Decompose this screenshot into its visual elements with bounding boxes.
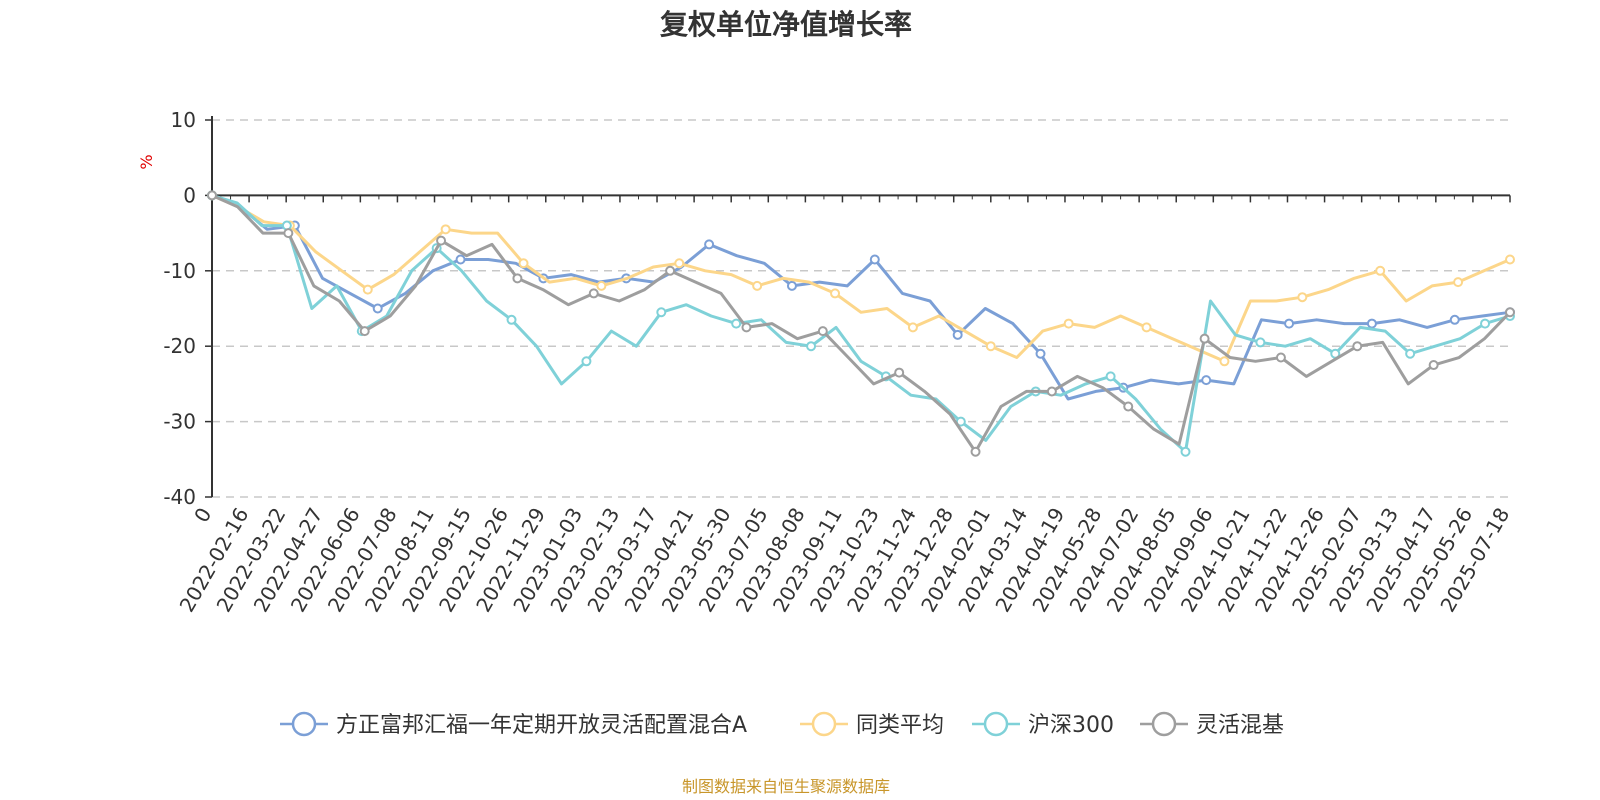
y-tick-labels: 10 0 -10 -20 -30 -40: [163, 108, 196, 509]
data-point: [731, 318, 742, 329]
data-point: [440, 224, 451, 235]
data-point: [806, 341, 817, 352]
legend-label: 同类平均: [856, 713, 944, 738]
series-line: [211, 194, 1512, 454]
data-point: [1505, 307, 1515, 318]
data-point: [985, 341, 996, 352]
data-point: [1105, 371, 1116, 382]
data-point: [1275, 352, 1286, 363]
series-2: [207, 190, 1515, 367]
y-tick-label: 10: [171, 108, 196, 132]
data-point: [894, 367, 905, 378]
data-point: [1046, 386, 1057, 397]
data-point: [1141, 322, 1152, 333]
data-point: [704, 239, 715, 250]
data-point: [283, 228, 294, 239]
data-point: [869, 254, 880, 265]
data-point: [1180, 446, 1191, 457]
data-point: [1123, 401, 1134, 412]
data-point: [665, 265, 676, 276]
data-point: [1297, 292, 1308, 303]
data-point: [1453, 277, 1464, 288]
data-point: [359, 326, 370, 337]
data-point: [1428, 360, 1439, 371]
legend: 方正富邦汇福一年定期开放灵活配置混合A 同类平均 沪深300 灵活混基: [280, 711, 1284, 738]
data-point: [1480, 318, 1491, 329]
data-point: [518, 258, 529, 269]
legend-item-2: 同类平均: [800, 711, 944, 738]
legend-item-3: 沪深300: [972, 711, 1114, 738]
data-point: [362, 284, 373, 295]
data-point: [1255, 337, 1266, 348]
legend-item-1: 方正富邦汇福一年定期开放灵活配置混合A: [280, 711, 747, 738]
data-point: [455, 254, 466, 265]
legend-circle-icon: [291, 711, 317, 737]
source-note: 制图数据来自恒生聚源数据库: [682, 777, 890, 796]
x-tick-label: 0: [189, 504, 216, 527]
data-point: [907, 322, 918, 333]
data-point: [1035, 348, 1046, 359]
data-point: [752, 280, 763, 291]
data-point: [436, 235, 447, 246]
data-point: [1199, 333, 1210, 344]
data-point: [1405, 348, 1416, 359]
legend-label: 方正富邦汇福一年定期开放灵活配置混合A: [336, 713, 747, 738]
data-point: [817, 326, 828, 337]
y-tick-label: -40: [163, 485, 196, 509]
data-point: [1375, 265, 1386, 276]
data-point: [674, 258, 685, 269]
data-point: [952, 329, 963, 340]
data-point: [1366, 318, 1377, 329]
grid-lines: [212, 119, 1510, 498]
series-4: [207, 190, 1515, 457]
legend-label: 灵活混基: [1196, 713, 1284, 738]
data-point: [830, 288, 841, 299]
x-tick-labels: 02022-02-162022-03-222022-04-272022-06-0…: [175, 503, 1515, 616]
data-point: [1505, 254, 1515, 265]
data-point: [596, 280, 607, 291]
data-point: [1063, 318, 1074, 329]
data-point: [1449, 314, 1460, 325]
series-line: [211, 193, 1511, 454]
legend-circle-icon: [1151, 711, 1177, 737]
legend-circle-icon: [983, 711, 1009, 737]
legend-label: 沪深300: [1028, 713, 1114, 738]
series-3: [207, 190, 1515, 457]
data-point: [506, 314, 517, 325]
data-point: [588, 288, 599, 299]
chart-title: 复权单位净值增长率: [660, 8, 912, 41]
y-tick-label: -30: [163, 410, 196, 434]
data-point: [512, 273, 523, 284]
data-point: [1352, 341, 1363, 352]
y-axis-unit: %: [137, 154, 156, 169]
series-lines: [207, 190, 1515, 457]
data-point: [741, 322, 752, 333]
data-point: [372, 303, 383, 314]
data-point: [1201, 375, 1212, 386]
data-point: [656, 307, 667, 318]
data-point: [970, 446, 981, 457]
legend-circle-icon: [811, 711, 837, 737]
series-line: [211, 194, 1511, 363]
data-point: [1219, 356, 1230, 367]
legend-item-4: 灵活混基: [1140, 711, 1284, 738]
y-tick-label: -10: [163, 259, 196, 283]
y-tick-label: 0: [183, 183, 196, 207]
y-tick-label: -20: [163, 334, 196, 358]
axes: [205, 116, 1511, 498]
data-point: [581, 356, 592, 367]
data-point: [207, 190, 217, 201]
data-point: [786, 280, 797, 291]
data-point: [1284, 318, 1295, 329]
